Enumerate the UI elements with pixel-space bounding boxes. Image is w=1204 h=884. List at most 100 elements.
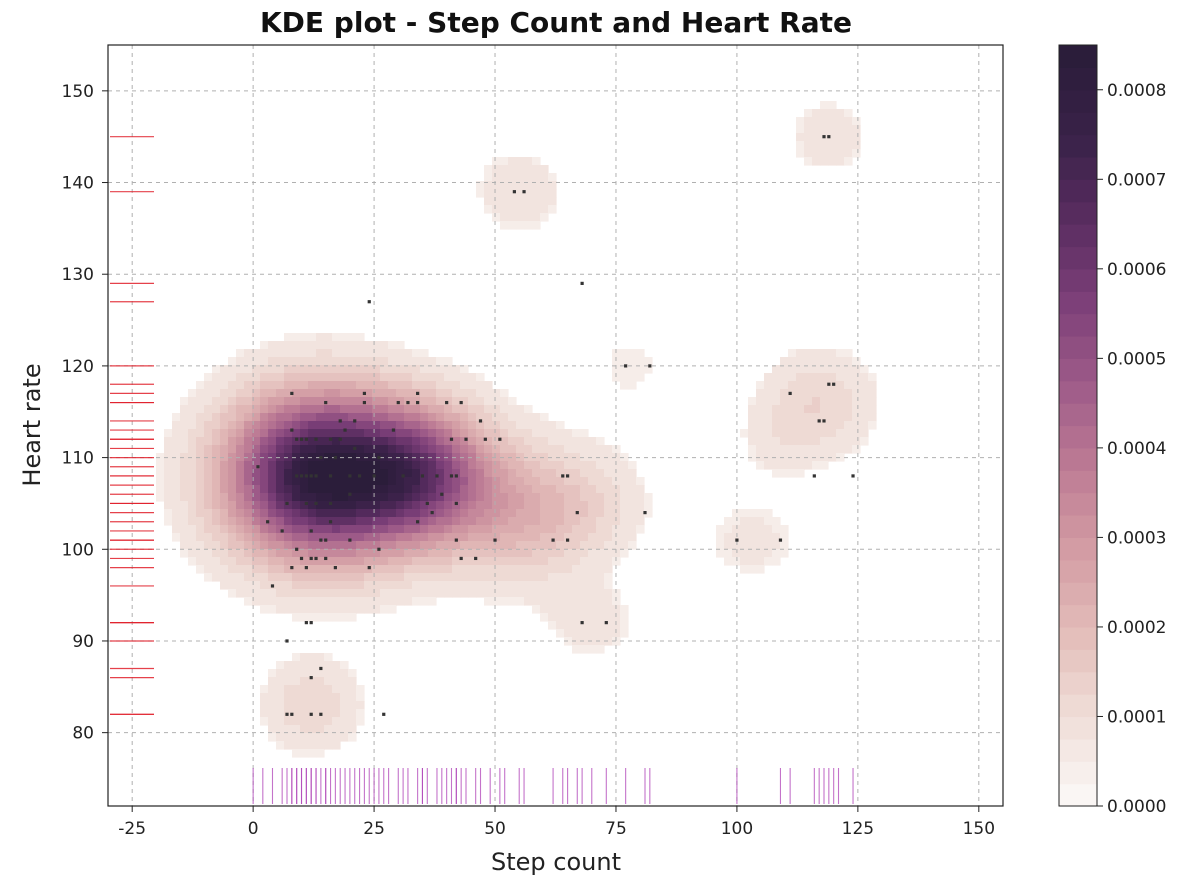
kde-cell [356, 509, 365, 518]
kde-cell [740, 557, 749, 566]
kde-cell [276, 381, 285, 390]
kde-cell [548, 501, 557, 510]
kde-cell [364, 469, 373, 478]
kde-cell [484, 165, 493, 174]
kde-cell [836, 389, 845, 398]
kde-cell [572, 501, 581, 510]
kde-cell [636, 493, 645, 502]
kde-cell [316, 541, 325, 550]
kde-cell [620, 621, 629, 630]
kde-cell [356, 405, 365, 414]
kde-cell [476, 493, 485, 502]
colorbar-band [1059, 134, 1097, 158]
kde-cell [572, 453, 581, 462]
kde-cell [356, 581, 365, 590]
kde-cell [220, 581, 229, 590]
kde-cell [636, 517, 645, 526]
kde-cell [436, 469, 445, 478]
kde-cell [628, 357, 637, 366]
kde-cell [484, 581, 493, 590]
kde-cell [300, 469, 309, 478]
kde-cell [436, 541, 445, 550]
kde-cell [260, 693, 269, 702]
kde-cell [404, 573, 413, 582]
kde-cell [404, 541, 413, 550]
kde-cell [612, 589, 621, 598]
kde-cell [300, 653, 309, 662]
kde-cell [348, 405, 357, 414]
kde-cell [412, 485, 421, 494]
kde-cell [436, 437, 445, 446]
kde-cell [852, 117, 861, 126]
kde-cell [524, 573, 533, 582]
kde-cell [564, 493, 573, 502]
kde-cell [524, 541, 533, 550]
kde-cell [204, 445, 213, 454]
kde-cell [380, 365, 389, 374]
kde-cell [260, 477, 269, 486]
kde-cell [468, 453, 477, 462]
kde-cell [292, 477, 301, 486]
kde-cell [396, 445, 405, 454]
kde-cell [404, 381, 413, 390]
kde-cell [868, 405, 877, 414]
kde-cell [268, 493, 277, 502]
kde-cell [428, 357, 437, 366]
kde-cell [236, 445, 245, 454]
kde-cell [452, 397, 461, 406]
kde-cell [292, 453, 301, 462]
kde-cell [324, 477, 333, 486]
kde-cell [572, 437, 581, 446]
kde-cell [308, 597, 317, 606]
kde-cell [292, 725, 301, 734]
kde-cell [276, 397, 285, 406]
colorbar-band [1059, 45, 1097, 68]
kde-cell [284, 725, 293, 734]
kde-cell [196, 461, 205, 470]
kde-cell [436, 357, 445, 366]
kde-cell [316, 533, 325, 542]
kde-cell [564, 533, 573, 542]
kde-cell [220, 549, 229, 558]
kde-cell [836, 149, 845, 158]
kde-cell [316, 413, 325, 422]
kde-cell [252, 573, 261, 582]
kde-cell [420, 365, 429, 374]
kde-cell [788, 365, 797, 374]
data-point [406, 400, 410, 405]
kde-cell [260, 341, 269, 350]
kde-cell [780, 365, 789, 374]
kde-cell [332, 389, 341, 398]
kde-cell [268, 445, 277, 454]
kde-cell [748, 509, 757, 518]
kde-cell [348, 461, 357, 470]
kde-cell [492, 173, 501, 182]
kde-cell [452, 381, 461, 390]
kde-cell [612, 541, 621, 550]
kde-cell [548, 189, 557, 198]
kde-cell [308, 605, 317, 614]
kde-cell [372, 381, 381, 390]
kde-cell [796, 453, 805, 462]
kde-cell [588, 493, 597, 502]
kde-cell [268, 517, 277, 526]
kde-cell [412, 445, 421, 454]
kde-cell [788, 437, 797, 446]
kde-cell [332, 525, 341, 534]
kde-cell [364, 517, 373, 526]
kde-cell [468, 517, 477, 526]
kde-cell [844, 437, 853, 446]
kde-cell [316, 349, 325, 358]
kde-cell [204, 573, 213, 582]
kde-cell [404, 413, 413, 422]
kde-cell [404, 477, 413, 486]
kde-cell [428, 581, 437, 590]
kde-cell [396, 461, 405, 470]
kde-cell [236, 413, 245, 422]
kde-cell [308, 573, 317, 582]
kde-cell [492, 509, 501, 518]
kde-cell [364, 445, 373, 454]
kde-cell [492, 477, 501, 486]
kde-cell [372, 525, 381, 534]
kde-cell [204, 477, 213, 486]
